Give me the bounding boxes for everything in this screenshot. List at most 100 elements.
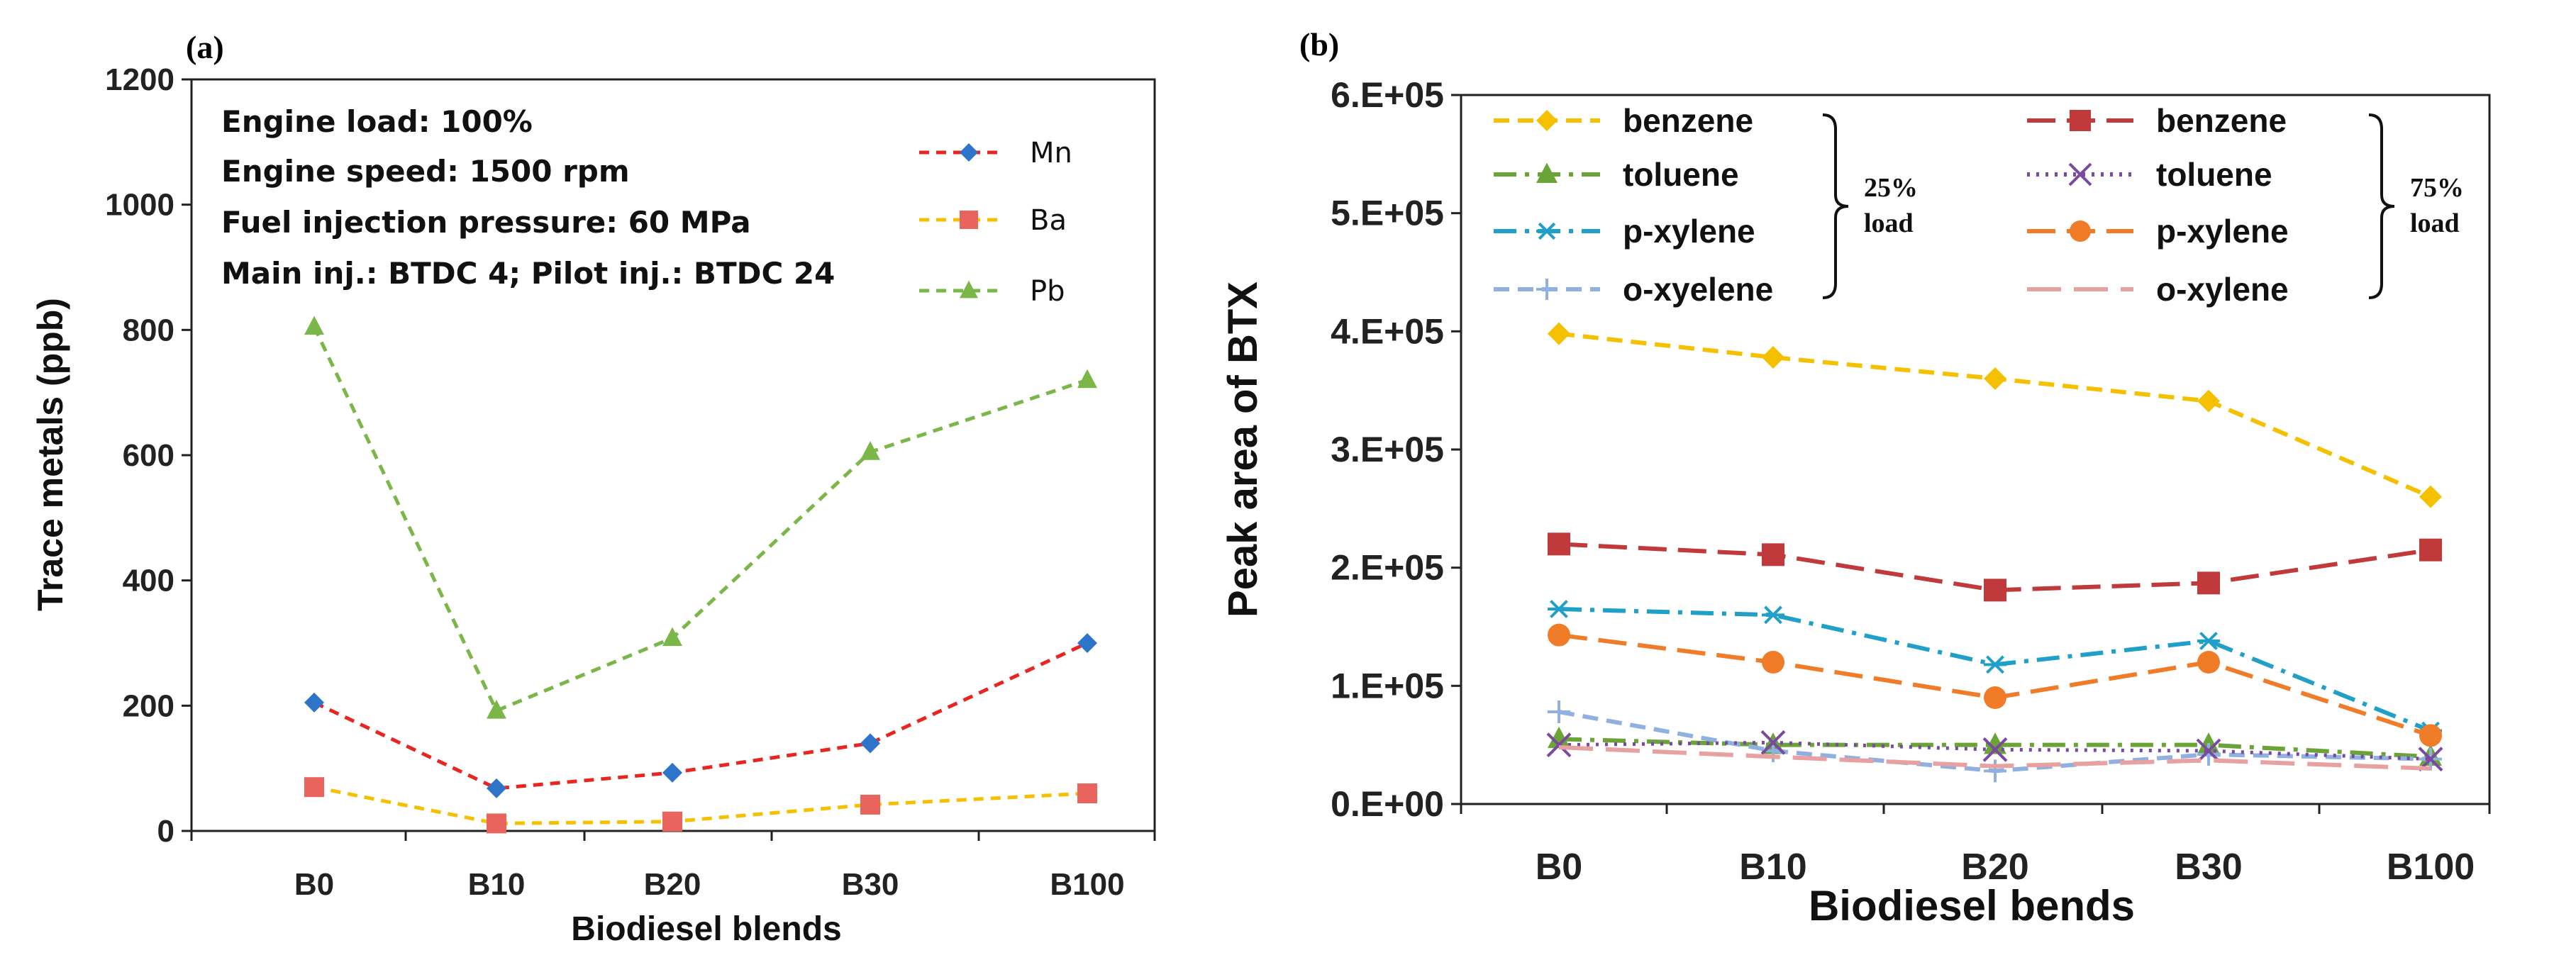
panel-a-series	[304, 316, 1097, 834]
b-legend-group-brace-25: 25% load	[1822, 113, 1918, 299]
b-series-benzene-75	[1548, 532, 2442, 602]
a-legend-label: Mn	[1030, 137, 1072, 169]
b-legend-item-benzene-75: benzene	[2027, 102, 2287, 139]
a-y-tick-label: 0	[157, 814, 174, 849]
a-y-tick-label: 600	[123, 438, 174, 473]
b-x-tick-label: B20	[1961, 847, 2028, 888]
b-legend-group-label: 75%	[2410, 173, 2464, 203]
b-legend-item-o-xyelene-25: o-xyelene	[1494, 271, 1773, 308]
b-data-point	[2419, 485, 2442, 508]
a-series-pb	[304, 316, 1097, 719]
a-legend-label: Pb	[1030, 275, 1065, 308]
a-data-point	[487, 700, 506, 719]
b-data-point	[1762, 346, 1784, 369]
b-data-point	[1548, 600, 1570, 618]
b-series-toluene-75	[1546, 730, 2443, 772]
b-legend-marker	[1536, 162, 1558, 183]
panel-b-series	[1546, 322, 2443, 783]
panel-b-x-ticks: B0 B10 B20 B30 B100	[1460, 804, 2491, 888]
b-data-point	[1984, 579, 2006, 602]
a-x-tick-label: B10	[468, 867, 526, 902]
b-data-point	[1548, 726, 1570, 749]
b-y-tick-label: 2.E+05	[1331, 548, 1444, 588]
b-legend-item-o-xylene-75: o-xylene	[2027, 271, 2289, 308]
panel-a-label: (a)	[186, 29, 224, 65]
a-y-tick-label: 800	[123, 313, 174, 347]
b-legend-item-benzene-25: benzene	[1494, 102, 1753, 139]
panel-b-chart: (b) Peak area of BTX Biodiesel bends 0.E…	[1220, 26, 2491, 929]
b-series-p-xylene-25	[1548, 600, 2442, 740]
a-x-tick-label: B100	[1050, 867, 1124, 902]
b-data-point	[2197, 743, 2220, 766]
b-series-line	[1558, 737, 2431, 759]
b-data-point	[2197, 389, 2220, 413]
b-legend-marker	[1536, 279, 1558, 300]
b-data-point	[1548, 623, 1570, 647]
b-x-tick-label: B100	[2387, 847, 2475, 888]
panel-a-chart: (a) Trace metals (ppb) Biodiesel blends …	[30, 29, 1156, 948]
b-legend-item-p-xylene-25: p-xylene	[1494, 213, 1755, 250]
panel-a-x-ticks: B0 B10 B20 B30 B100	[190, 831, 1156, 902]
b-data-point	[1982, 737, 2008, 762]
b-legend-label: o-xylene	[2156, 271, 2289, 308]
b-legend-label: benzene	[2156, 102, 2287, 139]
a-data-point	[662, 762, 682, 783]
b-legend-label: o-xyelene	[1623, 271, 1773, 308]
a-data-point	[662, 811, 682, 832]
panel-a-y-ticks: 0 200 400 600 800 1000 1200	[105, 62, 191, 849]
brace	[2368, 113, 2395, 299]
panel-a-x-axis-title: Biodiesel blends	[571, 910, 841, 948]
b-series-benzene-25	[1548, 322, 2442, 508]
b-data-point	[1548, 700, 1570, 723]
b-y-tick-label: 6.E+05	[1331, 75, 1444, 115]
b-legend-group-brace-75: 75% load	[2368, 113, 2464, 299]
b-y-tick-label: 4.E+05	[1331, 311, 1444, 351]
annotation-injection-pressure: Fuel injection pressure: 60 MPa	[221, 205, 751, 240]
a-data-point	[1077, 783, 1097, 803]
b-y-tick-label: 3.E+05	[1331, 430, 1444, 469]
b-legend-label: toluene	[1623, 156, 1739, 193]
panel-b-y-axis-title: Peak area of BTX	[1220, 281, 1266, 618]
b-legend-item-toluene-25: toluene	[1494, 156, 1739, 193]
b-x-tick-label: B30	[2175, 847, 2242, 888]
panel-b-label: (b)	[1299, 26, 1339, 62]
b-data-point	[1548, 322, 1570, 345]
b-data-point	[1984, 759, 2006, 783]
a-x-tick-label: B0	[294, 867, 334, 902]
b-legend-label: benzene	[1623, 102, 1753, 139]
b-data-point	[2419, 724, 2442, 747]
a-x-tick-label: B20	[644, 867, 701, 902]
b-data-point	[1760, 730, 1786, 755]
a-data-point	[662, 627, 682, 647]
a-x-tick-label: B30	[842, 867, 899, 902]
panel-b-legend: benzene toluene p-xylene o-xyelene benzene to…	[1494, 102, 2464, 308]
b-data-point	[1984, 732, 2006, 754]
annotation-engine-load: Engine load: 100%	[221, 104, 533, 139]
panel-a-legend: Mn Ba Pb	[919, 137, 1072, 308]
panel-b-x-axis-title: Biodiesel bends	[1809, 882, 2135, 929]
a-data-point	[1077, 633, 1097, 653]
annotation-engine-speed: Engine speed: 1500 rpm	[221, 154, 630, 189]
b-data-point	[1762, 543, 1784, 566]
b-data-point	[2197, 571, 2220, 595]
b-series-o-xylene-75	[1558, 745, 2431, 771]
b-data-point	[1762, 605, 1784, 625]
b-legend-item-p-xylene-75: p-xylene	[2027, 213, 2289, 250]
a-data-point	[304, 692, 324, 713]
a-data-point	[487, 778, 506, 798]
panel-a-y-axis-title: Trace metals (ppb)	[30, 298, 70, 611]
a-legend-item-pb: Pb	[919, 275, 1065, 308]
b-legend-marker	[1536, 110, 1558, 131]
b-legend-marker	[2070, 110, 2091, 131]
b-y-tick-label: 1.E+05	[1331, 666, 1444, 705]
a-legend-marker	[960, 211, 978, 229]
b-x-tick-label: B10	[1739, 847, 1806, 888]
a-y-tick-label: 400	[123, 564, 174, 598]
a-legend-label: Ba	[1030, 204, 1067, 237]
b-legend-marker	[2068, 162, 2092, 186]
b-data-point	[1548, 532, 1570, 556]
a-data-point	[1077, 369, 1097, 389]
b-legend-group-label: 25%	[1864, 173, 1918, 203]
b-legend-label: p-xylene	[1623, 213, 1755, 250]
b-data-point	[1762, 651, 1784, 674]
